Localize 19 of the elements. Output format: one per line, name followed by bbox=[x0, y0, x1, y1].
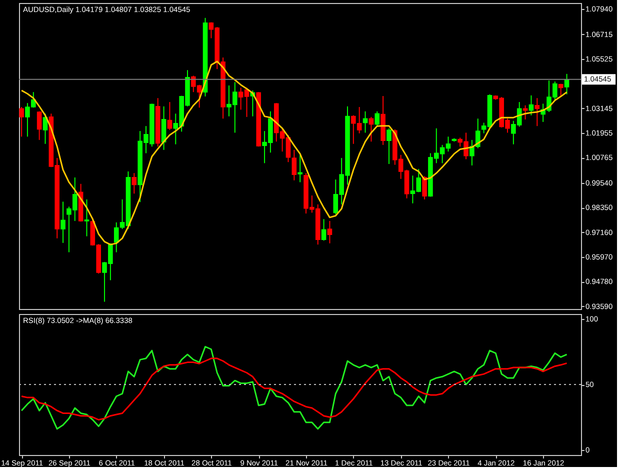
candlestick bbox=[84, 198, 90, 237]
candlestick bbox=[386, 128, 392, 164]
candlestick bbox=[60, 201, 66, 244]
candlestick bbox=[298, 154, 302, 183]
candlestick bbox=[368, 116, 374, 142]
candlestick bbox=[422, 176, 427, 200]
candlestick bbox=[19, 106, 24, 138]
line-series bbox=[20, 358, 568, 420]
candlestick bbox=[528, 94, 534, 116]
candlestick bbox=[362, 110, 368, 134]
candlestick bbox=[132, 172, 137, 194]
candlestick bbox=[292, 149, 297, 181]
candlestick bbox=[374, 110, 380, 127]
line-series bbox=[20, 346, 568, 430]
candlestick bbox=[321, 218, 326, 242]
candlestick bbox=[327, 220, 332, 244]
candlestick bbox=[534, 98, 540, 127]
candlestick bbox=[167, 102, 172, 130]
candlestick bbox=[36, 110, 42, 140]
